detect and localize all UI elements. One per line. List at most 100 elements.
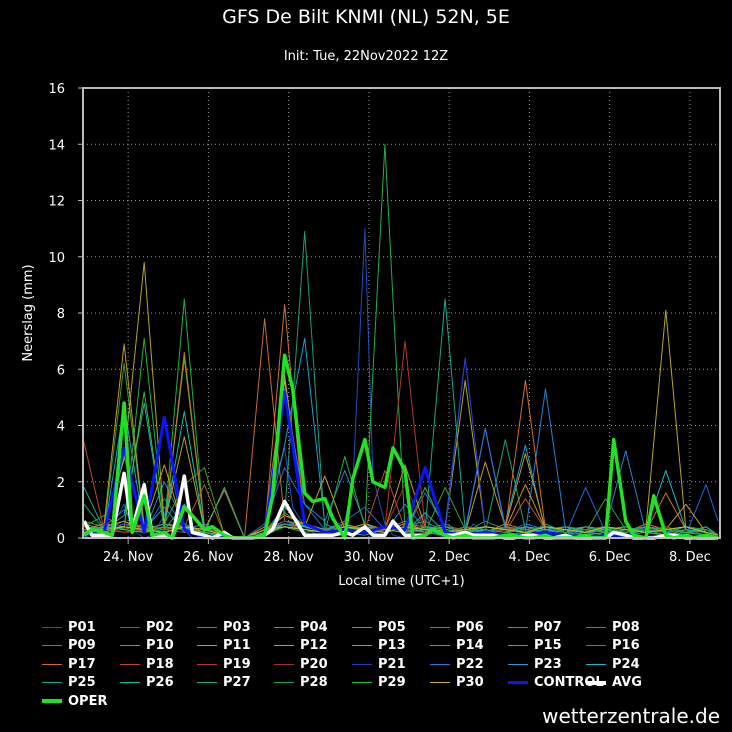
- legend-swatch: [120, 626, 140, 628]
- legend-swatch: [42, 699, 62, 703]
- y-tick-label: 4: [57, 420, 65, 435]
- legend-swatch: [430, 682, 450, 683]
- legend-item-control: CONTROL: [508, 674, 604, 692]
- legend-item-p04: P04: [274, 618, 328, 636]
- legend-swatch: [274, 645, 294, 646]
- legend-item-p18: P18: [120, 655, 174, 673]
- legend-item-p26: P26: [120, 674, 174, 692]
- legend-swatch: [508, 681, 528, 684]
- legend-swatch: [352, 645, 372, 646]
- x-tick-label: 30. Nov: [344, 550, 394, 565]
- legend-label: OPER: [68, 693, 108, 709]
- legend-swatch: [197, 682, 217, 683]
- legend-swatch: [430, 645, 450, 646]
- legend-swatch: [42, 663, 62, 665]
- legend-label: P04: [300, 619, 328, 635]
- legend-item-p03: P03: [197, 618, 251, 636]
- legend-swatch: [586, 626, 606, 628]
- x-tick-label: 2. Dec: [428, 550, 470, 565]
- legend-swatch: [274, 626, 294, 628]
- legend-item-p02: P02: [120, 618, 174, 636]
- legend-label: P11: [223, 638, 251, 653]
- legend-label: P09: [68, 638, 96, 653]
- legend-item-p13: P13: [352, 637, 406, 655]
- legend-swatch: [586, 663, 606, 665]
- legend-label: P15: [534, 638, 562, 653]
- legend-swatch: [197, 626, 217, 628]
- legend-item-p01: P01: [42, 618, 96, 636]
- legend-item-p23: P23: [508, 655, 562, 673]
- legend-label: P25: [68, 675, 96, 690]
- legend-label: P30: [456, 675, 484, 690]
- legend-label: P07: [534, 619, 562, 635]
- legend-label: P28: [300, 675, 328, 690]
- legend-swatch: [430, 663, 450, 665]
- x-tick-label: 8. Dec: [669, 550, 711, 565]
- legend-item-p12: P12: [274, 637, 328, 655]
- legend-swatch: [42, 645, 62, 646]
- legend-swatch: [352, 626, 372, 628]
- legend-swatch: [586, 680, 606, 685]
- y-tick-label: 10: [48, 251, 65, 266]
- legend-item-p20: P20: [274, 655, 328, 673]
- legend-item-p10: P10: [120, 637, 174, 655]
- series-line-avg: [82, 471, 718, 540]
- legend-swatch: [430, 626, 450, 628]
- y-axis-label: Neerslag (mm): [21, 264, 36, 361]
- legend-item-p17: P17: [42, 655, 96, 673]
- legend-label: P29: [378, 675, 406, 690]
- legend-item-p29: P29: [352, 674, 406, 692]
- legend-swatch: [120, 682, 140, 683]
- legend-swatch: [42, 626, 62, 628]
- legend-label: P05: [378, 619, 406, 635]
- legend-item-p08: P08: [586, 618, 640, 636]
- legend-label: P24: [612, 656, 640, 672]
- y-tick-label: 16: [48, 82, 65, 97]
- legend-item-avg: AVG: [586, 674, 642, 692]
- legend-swatch: [352, 682, 372, 683]
- legend-label: P02: [146, 619, 174, 635]
- legend-item-p24: P24: [586, 655, 640, 673]
- legend-swatch: [508, 663, 528, 665]
- legend-swatch: [197, 663, 217, 665]
- legend-item-p06: P06: [430, 618, 484, 636]
- legend-swatch: [508, 645, 528, 646]
- precipitation-chart: 0 2 4 6 8 10 12 14 16 24. Nov 26. Nov 28. Nov 30. No…: [21, 82, 721, 589]
- legend-swatch: [120, 645, 140, 646]
- legend-label: P21: [378, 656, 406, 672]
- legend-item-oper: OPER: [42, 692, 107, 710]
- legend-item-p11: P11: [197, 637, 251, 655]
- legend-label: P18: [146, 656, 174, 672]
- legend-label: P16: [612, 638, 640, 653]
- chart-title: GFS De Bilt KNMI (NL) 52N, 5E: [222, 6, 510, 28]
- legend-item-p14: P14: [430, 637, 484, 655]
- x-tick-label: 6. Dec: [589, 550, 631, 565]
- legend-swatch: [42, 682, 62, 683]
- legend-label: P13: [378, 638, 406, 653]
- legend-label: P12: [300, 638, 328, 653]
- legend-label: P06: [456, 619, 484, 635]
- grid: [83, 87, 720, 539]
- legend-label: CONTROL: [534, 675, 604, 690]
- legend-label: P27: [223, 675, 251, 690]
- series-lines: [82, 143, 719, 540]
- legend-label: P22: [456, 656, 484, 672]
- axes: 0 2 4 6 8 10 12 14 16 24. Nov 26. Nov 28. Nov 30. No…: [48, 82, 710, 565]
- x-tick-label: 24. Nov: [103, 550, 153, 565]
- legend-item-p28: P28: [274, 674, 328, 692]
- legend-item-p16: P16: [586, 637, 640, 655]
- legend-label: P10: [146, 638, 174, 653]
- legend-item-p21: P21: [352, 655, 406, 673]
- legend-item-p22: P22: [430, 655, 484, 673]
- y-tick-label: 2: [57, 476, 65, 491]
- x-tick-label: 26. Nov: [183, 550, 233, 565]
- y-tick-label: 12: [48, 195, 65, 210]
- legend-label: P08: [612, 619, 640, 635]
- legend-label: P17: [68, 656, 96, 672]
- credit-text: wetterzentrale.de: [542, 704, 720, 728]
- legend-item-p25: P25: [42, 674, 96, 692]
- y-tick-label: 8: [57, 307, 65, 322]
- legend-swatch: [120, 663, 140, 665]
- legend-item-p19: P19: [197, 655, 251, 673]
- legend-swatch: [352, 663, 372, 665]
